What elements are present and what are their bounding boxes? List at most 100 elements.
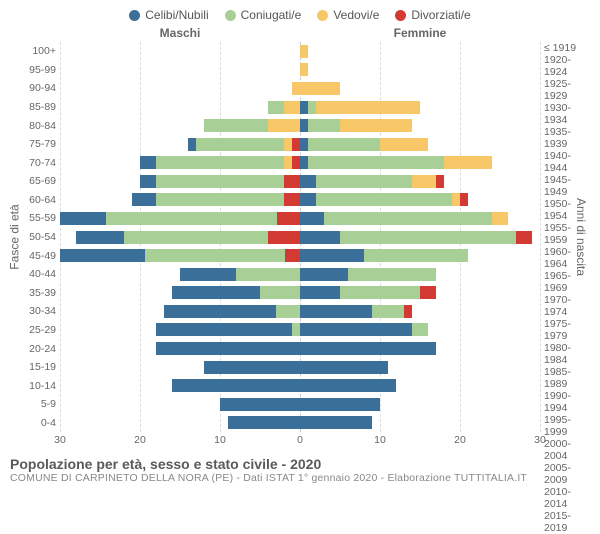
bar-segment [308, 119, 340, 132]
pyramid-row [60, 414, 540, 433]
age-bracket-label: 25-29 [10, 321, 60, 340]
bar-segment [268, 231, 300, 244]
bar-segment [156, 193, 284, 206]
bar-segment [60, 249, 145, 262]
bar-segment [300, 175, 316, 188]
male-half [60, 61, 300, 80]
bar-segment [284, 193, 300, 206]
pyramid-row [60, 376, 540, 395]
male-half [60, 209, 300, 228]
pyramid-row [60, 209, 540, 228]
male-half [60, 42, 300, 61]
pyramid-row [60, 302, 540, 321]
age-bracket-label: 20-24 [10, 339, 60, 358]
male-half [60, 153, 300, 172]
pyramid-row [60, 321, 540, 340]
bar-segment [164, 305, 276, 318]
birth-year-label: 1990-1994 [540, 390, 590, 414]
bar-segment [284, 101, 300, 114]
chart-title: Popolazione per età, sesso e stato civil… [10, 456, 590, 472]
bar-segment [420, 286, 436, 299]
legend-label: Divorziati/e [411, 8, 470, 22]
male-half [60, 98, 300, 117]
bar-segment [140, 175, 156, 188]
pyramid-row [60, 79, 540, 98]
bar-segment [308, 138, 380, 151]
bar-segment [60, 212, 106, 225]
bar-segment [300, 231, 340, 244]
male-half [60, 414, 300, 433]
birth-year-label: 1980-1984 [540, 342, 590, 366]
bar-segment [300, 119, 308, 132]
female-half [300, 339, 540, 358]
gender-headers: Maschi Femmine [0, 26, 600, 42]
male-half [60, 376, 300, 395]
age-bracket-label: 35-39 [10, 284, 60, 303]
pyramid-row [60, 339, 540, 358]
bar-segment [236, 268, 300, 281]
bar-segment [106, 212, 276, 225]
x-tick: 30 [534, 434, 546, 446]
bar-segment [276, 305, 300, 318]
pyramid-row [60, 284, 540, 303]
birth-year-label: 1985-1989 [540, 366, 590, 390]
x-tick: 0 [297, 434, 303, 446]
age-bracket-label: 75-79 [10, 135, 60, 154]
bar-segment [292, 323, 300, 336]
bar-segment [124, 231, 268, 244]
female-half [300, 395, 540, 414]
age-bracket-label: 95-99 [10, 61, 60, 80]
bar-segment [268, 101, 284, 114]
age-bracket-label: 70-74 [10, 153, 60, 172]
bar-segment [492, 212, 508, 225]
legend-label: Vedovi/e [333, 8, 379, 22]
bar-segment [444, 156, 492, 169]
bar-segment [284, 175, 300, 188]
female-half [300, 302, 540, 321]
pyramid-chart: Fasce di età Anni di nascita 100+95-9990… [0, 42, 600, 432]
bar-segment [436, 175, 444, 188]
pyramid-row [60, 265, 540, 284]
age-bracket-label: 90-94 [10, 79, 60, 98]
bar-rows [60, 42, 540, 432]
bar-segment [156, 175, 284, 188]
bar-segment [204, 119, 268, 132]
legend-label: Celibi/Nubili [145, 8, 208, 22]
female-half [300, 414, 540, 433]
legend-swatch [225, 10, 236, 21]
male-half [60, 358, 300, 377]
bar-segment [300, 305, 372, 318]
y-axis-right-title: Anni di nascita [574, 198, 588, 276]
male-half [60, 265, 300, 284]
age-bracket-label: 0-4 [10, 414, 60, 433]
bar-segment [156, 323, 292, 336]
birth-year-label: 1995-1999 [540, 414, 590, 438]
bar-segment [412, 323, 428, 336]
legend: Celibi/Nubili Coniugati/e Vedovi/e Divorzia… [0, 0, 600, 26]
female-half [300, 228, 540, 247]
bar-segment [172, 286, 260, 299]
bar-segment [380, 138, 428, 151]
birth-year-label: 1970-1974 [540, 294, 590, 318]
bar-segment [292, 138, 300, 151]
bar-segment [404, 305, 412, 318]
legend-item: Vedovi/e [317, 8, 379, 22]
legend-item: Coniugati/e [225, 8, 302, 22]
birth-year-label: 1940-1944 [540, 150, 590, 174]
bar-segment [156, 156, 284, 169]
bar-segment [316, 193, 452, 206]
bar-segment [300, 286, 340, 299]
age-bracket-label: 30-34 [10, 302, 60, 321]
bar-segment [204, 361, 300, 374]
pyramid-row [60, 116, 540, 135]
legend-swatch [317, 10, 328, 21]
bar-segment [348, 268, 436, 281]
birth-year-label: 1930-1934 [540, 102, 590, 126]
birth-year-label: 2010-2014 [540, 486, 590, 510]
female-half [300, 116, 540, 135]
bar-segment [460, 193, 468, 206]
male-half [60, 246, 300, 265]
birth-year-label: 1975-1979 [540, 318, 590, 342]
bar-segment [284, 156, 292, 169]
bar-segment [156, 342, 300, 355]
